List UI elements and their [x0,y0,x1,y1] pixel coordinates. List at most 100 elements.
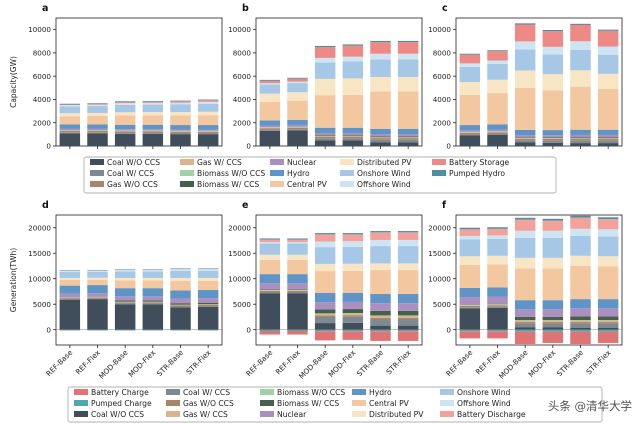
legend-entry: Gas W/ CCS [166,410,228,419]
bar-segment-battery-storage [570,24,591,42]
bar-segment-nuclear [287,124,308,127]
bar-segment-gas-w [142,301,164,303]
bar-segment-nuclear [142,296,164,301]
bar-segment-onshore-wind [259,243,281,255]
bar-segment-onshore-wind [87,106,108,113]
bar-segment-nuclear [259,125,281,128]
panel-label: b [242,3,249,14]
bar-segment-hydro [170,290,191,299]
bar-segment-offshore-wind [142,102,164,105]
x-tick-label: STR-Base [555,348,585,378]
bar-segment-central-pv [170,280,191,291]
bar-segment-central-pv [514,268,536,301]
bar-segment-nuclear [514,309,536,317]
bar-segment-nuclear [314,302,336,310]
bar-segment-coal-wo [287,130,308,146]
bar-segment-pumped-hydro [542,218,564,221]
bar-segment-hydro [287,119,308,125]
bar-segment-coal-wo [170,134,191,146]
bar-segment-coal-wo [542,142,564,146]
y-tick-label: 15000 [228,249,251,258]
y-tick-label: 4000 [233,95,252,104]
legend-swatch [90,181,104,187]
bar-segment-offshore-wind [370,239,391,247]
bar-segment-pumped-hydro [459,53,481,55]
bar-segment-nuclear [459,130,481,132]
bar-segment-central-pv [397,91,419,129]
bar-segment-coal-w [514,140,536,143]
bar-segment-gas-wo [570,322,591,324]
bar-segment-coal-w [114,303,136,305]
bar-segment-battery-charge [314,331,336,341]
bar-segment-hydro [314,127,336,133]
bar-segment-pumped-hydro [570,23,591,25]
bar-segment-battery-discharge [370,232,391,240]
bar-segment-battery-storage [59,104,81,106]
bar-segment-offshore-wind [459,235,481,240]
bar-segment-biomass-w [542,137,564,139]
bar-segment-battery-storage [142,101,164,103]
y-tick-label: 15000 [28,249,51,258]
bar-segment-gas-wo [542,138,564,141]
bar-segment-coal-w [487,134,508,135]
bar-segment-hydro [397,294,419,304]
bar-segment-nuclear [197,298,219,303]
bar-segment-nuclear [597,308,619,317]
bar-segment-nuclear [314,132,336,136]
bar-segment-nuclear [114,129,136,131]
axes-frame [55,214,223,346]
bar-segment-offshore-wind [597,46,619,55]
bar-segment-onshore-wind [542,54,564,75]
bar-segment-coal-w [59,299,81,300]
legend-label: Pumped Hydro [449,169,505,178]
undefined: Battery Charge Pumped Charge Coal W/O CCS C… [67,386,603,423]
bar-segment-gas-w [459,305,481,306]
bar-segment-battery-charge [570,331,591,344]
panel-label: c [442,3,448,14]
bar-segment-pumped-hydro [487,227,508,229]
bar-segment-pumped-hydro [314,233,336,235]
bar-segment-hydro [87,124,108,129]
bar-segment-coal-w [197,133,219,135]
bar-segment-pumped-charge [342,329,364,332]
legend-entry: Coal W/O CCS [90,158,160,167]
x-tick-label: REF-Base [44,348,74,378]
bar-segment-pumped-hydro [259,238,281,240]
bar-segment-battery-storage [514,24,536,42]
legend-label: Onshore Wind [357,169,411,178]
legend-label: Pumped Charge [91,399,152,408]
bar-segment-central-pv [59,280,81,286]
bar-segment-coal-wo [514,142,536,146]
bar-segment-offshore-wind [459,63,481,67]
axes-frame [255,214,423,346]
legend-entry: Offshore Wind [440,399,511,408]
bar-segment-onshore-wind [487,238,508,256]
bar-segment-onshore-wind [314,62,336,79]
bar-segment-offshore-wind [542,46,564,55]
bar-segment-distributed-pv [259,254,281,260]
bar-segment-pumped-hydro [259,79,281,81]
legend-swatch [90,159,104,165]
bar-segment-hydro [114,288,136,297]
bar-segment-offshore-wind [342,56,364,62]
bar-segment-central-pv [370,91,391,129]
bar-segment-gas-wo [287,290,308,293]
bar-segment-gas-wo [114,131,136,134]
bar-segment-nuclear [397,303,419,311]
bar-segment-gas-wo [597,322,619,324]
bar-segment-distributed-pv [142,112,164,116]
bar-segment-central-pv [397,270,419,295]
legend-label: Battery Discharge [457,410,526,419]
legend-entry: Central PV [270,180,328,189]
legend-swatch [74,389,88,395]
bar-segment-nuclear [59,128,81,131]
bar-segment-biomass-w [570,316,591,321]
bar-segment-offshore-wind [87,104,108,107]
bar-segment-coal-w [87,132,108,134]
y-tick-label: 5000 [433,300,452,309]
y-axis-label: Capacity(GW) [9,56,18,108]
bar-segment-biomass-w [397,310,419,316]
bar-segment-offshore-wind [487,235,508,239]
bar-segment-onshore-wind [59,106,81,114]
